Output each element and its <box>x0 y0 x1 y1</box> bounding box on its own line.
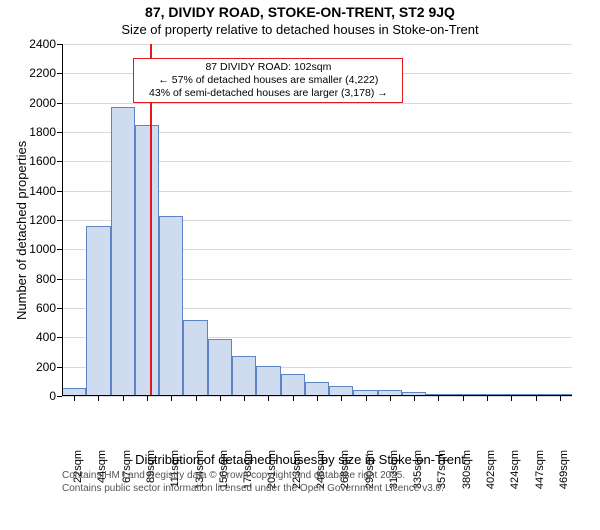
y-axis-line <box>62 44 63 396</box>
footer-line-2: Contains public sector information licen… <box>62 483 444 496</box>
footer-line-1: Contains HM Land Registry data © Crown c… <box>62 470 444 483</box>
histogram-bar <box>232 356 256 396</box>
histogram-bar <box>183 320 207 396</box>
plot-area: 87 DIVIDY ROAD: 102sqm ← 57% of detached… <box>62 44 572 396</box>
histogram-bar <box>86 226 110 396</box>
y-tick-label: 2200 <box>16 66 56 80</box>
x-tick-mark <box>463 396 464 401</box>
x-tick-mark <box>317 396 318 401</box>
histogram-bar <box>159 216 183 396</box>
y-tick-label: 1400 <box>16 184 56 198</box>
histogram-bar <box>256 366 280 396</box>
y-tick-label: 1600 <box>16 154 56 168</box>
x-tick-mark <box>196 396 197 401</box>
x-tick-mark <box>268 396 269 401</box>
chart-title-line1: 87, DIVIDY ROAD, STOKE-ON-TRENT, ST2 9JQ <box>0 4 600 20</box>
footer: Contains HM Land Registry data © Crown c… <box>62 470 444 495</box>
x-tick-mark <box>244 396 245 401</box>
x-tick-mark <box>293 396 294 401</box>
chart-title-line2: Size of property relative to detached ho… <box>0 22 600 37</box>
x-tick-mark <box>438 396 439 401</box>
y-tick-label: 0 <box>16 389 56 403</box>
x-tick-mark <box>560 396 561 401</box>
x-tick-mark <box>220 396 221 401</box>
x-tick-mark <box>147 396 148 401</box>
annotation-line-2: ← 57% of detached houses are smaller (4,… <box>138 74 398 87</box>
histogram-bar <box>208 339 232 396</box>
x-tick-mark <box>341 396 342 401</box>
x-tick-mark <box>74 396 75 401</box>
y-tick-label: 400 <box>16 330 56 344</box>
x-tick-mark <box>366 396 367 401</box>
y-tick-label: 800 <box>16 272 56 286</box>
x-tick-mark <box>171 396 172 401</box>
y-tick-label: 2400 <box>16 37 56 51</box>
x-axis-title: Distribution of detached houses by size … <box>0 452 600 467</box>
histogram-bar <box>305 382 329 396</box>
annotation-line-1: 87 DIVIDY ROAD: 102sqm <box>138 61 398 74</box>
annotation-line-3: 43% of semi-detached houses are larger (… <box>138 87 398 100</box>
x-tick-mark <box>536 396 537 401</box>
x-tick-mark <box>511 396 512 401</box>
histogram-bar <box>135 125 159 396</box>
y-tick-label: 2000 <box>16 96 56 110</box>
y-tick-label: 1000 <box>16 242 56 256</box>
chart-container: 87, DIVIDY ROAD, STOKE-ON-TRENT, ST2 9JQ… <box>0 0 600 500</box>
y-tick-label: 1800 <box>16 125 56 139</box>
histogram-bar <box>281 374 305 396</box>
y-tick-label: 1200 <box>16 213 56 227</box>
x-tick-mark <box>98 396 99 401</box>
x-tick-mark <box>390 396 391 401</box>
histogram-bar <box>111 107 135 396</box>
x-tick-mark <box>123 396 124 401</box>
y-tick-label: 200 <box>16 360 56 374</box>
annotation-box: 87 DIVIDY ROAD: 102sqm ← 57% of detached… <box>133 58 403 103</box>
y-tick-label: 600 <box>16 301 56 315</box>
x-tick-mark <box>414 396 415 401</box>
x-tick-mark <box>487 396 488 401</box>
